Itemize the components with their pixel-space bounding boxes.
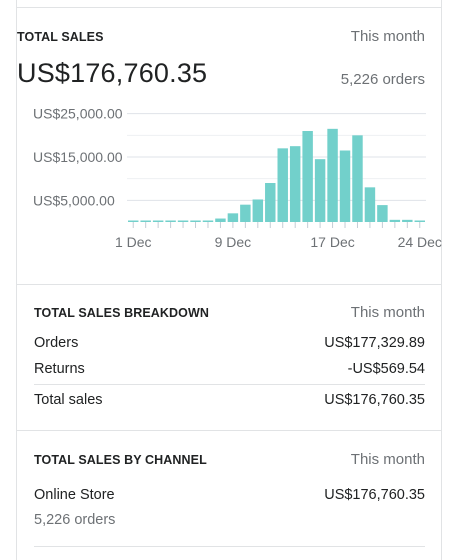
channel-period[interactable]: This month xyxy=(350,451,425,468)
breakdown-separator xyxy=(34,384,425,385)
y-tick-label: US$25,000.00 xyxy=(33,106,123,122)
sales-bar[interactable] xyxy=(314,159,326,222)
sales-bar[interactable] xyxy=(402,219,413,222)
breakdown-row-value: US$176,760.35 xyxy=(324,392,425,408)
breakdown-row-label: Returns xyxy=(34,361,85,377)
sales-bar[interactable] xyxy=(227,213,239,222)
channel-orders: 5,226 orders xyxy=(34,512,116,528)
sales-chart: US$5,000.00 US$15,000.00 US$25,000.00 1 De… xyxy=(33,106,442,250)
sales-bar[interactable] xyxy=(327,128,338,222)
breakdown-row-total: Total sales US$176,760.35 xyxy=(34,392,425,414)
chart-x-axis: 1 Dec 9 Dec 17 Dec 24 Dec xyxy=(115,222,442,250)
x-tick-label: 1 Dec xyxy=(115,234,152,250)
channel-row: Online Store US$176,760.35 xyxy=(34,487,425,509)
x-tick-label: 9 Dec xyxy=(215,234,252,250)
sales-bar[interactable] xyxy=(352,135,363,222)
sales-bar[interactable] xyxy=(265,183,276,222)
chart-gridlines xyxy=(127,113,426,201)
breakdown-row-orders: Orders US$177,329.89 xyxy=(34,335,425,357)
breakdown-row-returns: Returns -US$569.54 xyxy=(34,361,425,383)
breakdown-row-value: US$177,329.89 xyxy=(324,335,425,351)
breakdown-card xyxy=(16,285,442,431)
sales-bar[interactable] xyxy=(190,220,201,223)
breakdown-row-value: -US$569.54 xyxy=(347,361,425,377)
channel-card xyxy=(16,431,442,560)
breakdown-period[interactable]: This month xyxy=(350,304,425,321)
total-sales-orders: 5,226 orders xyxy=(340,71,425,88)
sales-bar[interactable] xyxy=(240,204,251,222)
channel-heading: TOTAL SALES BY CHANNEL xyxy=(34,453,207,467)
channel-amount: US$176,760.35 xyxy=(324,487,425,503)
chart-y-axis: US$5,000.00 US$15,000.00 US$25,000.00 xyxy=(33,106,123,209)
total-sales-heading: TOTAL SALES xyxy=(17,30,104,44)
sales-bar[interactable] xyxy=(277,148,288,222)
channel-divider xyxy=(16,430,442,431)
channel-bottom-separator xyxy=(34,546,425,547)
total-sales-card xyxy=(16,0,442,284)
sales-bar[interactable] xyxy=(289,146,301,222)
sales-bar[interactable] xyxy=(252,199,264,222)
sales-bar[interactable] xyxy=(152,220,164,223)
sales-bar[interactable] xyxy=(165,220,176,223)
sales-bar[interactable] xyxy=(377,205,388,222)
sales-bar[interactable] xyxy=(364,187,376,222)
total-sales-amount: US$176,760.35 xyxy=(17,58,208,88)
breakdown-row-label: Orders xyxy=(34,335,79,351)
chart-bars xyxy=(128,128,425,223)
channel-name[interactable]: Online Store xyxy=(34,487,115,503)
breakdown-heading: TOTAL SALES BREAKDOWN xyxy=(34,306,210,320)
sales-bar[interactable] xyxy=(128,220,139,223)
breakdown-divider xyxy=(16,284,442,285)
y-tick-label: US$15,000.00 xyxy=(33,149,123,165)
sales-bar[interactable] xyxy=(414,220,425,223)
sales-bar[interactable] xyxy=(140,220,151,223)
sales-bar[interactable] xyxy=(302,131,313,222)
sales-bar[interactable] xyxy=(339,150,351,223)
total-sales-period[interactable]: This month xyxy=(350,28,425,45)
x-tick-label: 24 Dec xyxy=(398,234,442,250)
breakdown-row-label: Total sales xyxy=(34,392,103,408)
sales-bar[interactable] xyxy=(177,220,189,223)
sales-bar[interactable] xyxy=(389,219,401,222)
sales-bar[interactable] xyxy=(202,220,214,223)
sales-bar[interactable] xyxy=(215,218,226,222)
y-tick-label: US$5,000.00 xyxy=(33,192,115,208)
card-top-border xyxy=(16,7,442,8)
x-tick-label: 17 Dec xyxy=(310,234,354,250)
